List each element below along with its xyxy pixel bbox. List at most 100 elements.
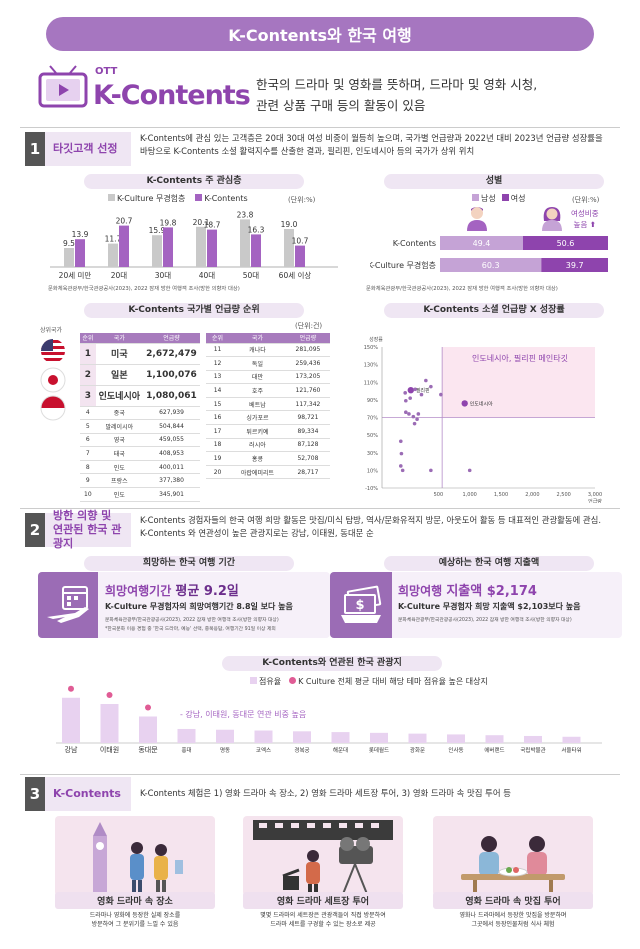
legend-b: K-Contents bbox=[195, 194, 248, 203]
scatter-point bbox=[467, 468, 472, 473]
gender-stacked-chart: K-Contents 49.4 50.6 K-Culture 무경험층 60.3 39.7 bbox=[370, 236, 608, 272]
period-title: 희망하는 한국 여행 기간 bbox=[84, 556, 294, 571]
desc-line: 드라마 세트를 구경할 수 있는 장소로 제공 bbox=[270, 921, 376, 928]
column-header: 언급량 bbox=[142, 333, 200, 344]
data-label: 16.3 bbox=[248, 225, 265, 234]
data-label: 13.9 bbox=[72, 230, 89, 239]
tick-label: 50대 bbox=[243, 271, 260, 280]
table-cell: 12 bbox=[206, 356, 230, 371]
y-tick-label: 10% bbox=[367, 468, 378, 474]
desc-line: 드라마나 영화에 등장한 실제 장소를 bbox=[89, 912, 181, 919]
card-1-title: 영화 드라마 속 장소 bbox=[55, 892, 215, 909]
spend-src: 문화체육관광부/한국관광공사(2023), 2022 잠재 방한 여행객 조사(… bbox=[398, 618, 572, 623]
highlight-dot bbox=[145, 704, 151, 711]
age-chart-source: 문화체육관광부/한국관광공사(2023), 2022 잠재 방한 여행객 조사(… bbox=[48, 286, 240, 292]
y-tick-label: 130% bbox=[364, 363, 379, 369]
hero-line1: 한국의 드라마 및 영화를 뜻하며, 드라마 및 영화 시청, bbox=[256, 77, 538, 92]
callout-line: 높음 ⬆ bbox=[571, 220, 599, 231]
table-cell: 121,760 bbox=[285, 383, 330, 398]
scatter-point bbox=[407, 412, 411, 416]
scatter-point bbox=[412, 421, 417, 426]
table-row: 6 영국 459,055 bbox=[80, 433, 200, 448]
table-cell: 408,953 bbox=[142, 446, 200, 461]
desc-line: 그곳에서 등장인물처럼 식사 체험 bbox=[471, 921, 555, 928]
table-cell: 28,717 bbox=[285, 465, 330, 480]
flag-indonesia-icon bbox=[40, 395, 66, 425]
highlight-dot bbox=[106, 692, 113, 698]
hero-brand: K-Contents bbox=[93, 80, 251, 111]
bar bbox=[293, 731, 311, 743]
data-label: 39.7 bbox=[566, 261, 584, 270]
table-row: 11 캐나다 281,095 bbox=[206, 343, 330, 358]
section-2-tag: 방한 의향 및 연관된 한국 관광지 bbox=[45, 509, 131, 550]
scatter-point bbox=[424, 378, 428, 383]
table-cell: 2,672,479 bbox=[142, 343, 200, 365]
card-1-desc: 드라마나 영화에 등장한 실제 장소를 방문하여 그 분위기를 느낄 수 있음 bbox=[55, 911, 215, 929]
table-cell: 프랑스 bbox=[95, 473, 143, 489]
table-cell: 호주 bbox=[229, 383, 286, 398]
scatter-point bbox=[416, 412, 421, 416]
bar bbox=[447, 734, 465, 743]
card-restaurant-tour bbox=[433, 816, 593, 896]
tick-label: 코엑스 bbox=[256, 747, 271, 754]
spend-title: 예상하는 한국 여행 지출액 bbox=[384, 556, 594, 571]
tick-label: 20대 bbox=[111, 271, 128, 280]
desc-line: K-Contents 와 연관성이 높은 관광지로는 강남, 이태원, 동대문 … bbox=[140, 527, 374, 538]
x-tick-label: 1,500 bbox=[494, 492, 508, 498]
bar bbox=[177, 728, 196, 743]
table-header: 순위 국가 언급량 bbox=[206, 333, 330, 344]
tick-label: 국립박물관 bbox=[520, 746, 545, 754]
table-cell: 98,721 bbox=[285, 410, 330, 426]
category-label: K-Culture 무경험층 bbox=[370, 260, 436, 270]
scatter-point bbox=[413, 387, 418, 392]
scatter-point bbox=[411, 414, 416, 419]
tick-label: 서울타워 bbox=[561, 746, 581, 754]
tick-label: 광화문 bbox=[410, 747, 425, 754]
scatter-point bbox=[429, 384, 433, 389]
gender-chart-unit: (단위:%) bbox=[572, 196, 600, 204]
legend-male: 남성 bbox=[472, 193, 496, 204]
card-set-tour bbox=[243, 816, 403, 896]
scatter-point bbox=[439, 392, 443, 397]
highlight-dot bbox=[68, 685, 74, 692]
headline-b: 평균 9.2일 bbox=[175, 584, 239, 599]
data-label: 50.6 bbox=[557, 239, 575, 248]
column-header: 국가 bbox=[229, 333, 286, 344]
bar bbox=[64, 248, 74, 267]
legend-female: 여성 bbox=[501, 193, 525, 204]
rank-side-label: 상위국가 bbox=[40, 327, 63, 334]
period-src: 문화체육관광부/한국관광공사(2023), 2022 잠재 방한 여행객 조사(… bbox=[105, 618, 279, 623]
bar bbox=[163, 227, 173, 267]
table-cell: 11 bbox=[206, 343, 230, 358]
tick-label: 40대 bbox=[199, 271, 216, 280]
tick-label: 강남 bbox=[65, 745, 78, 754]
up-arrow-icon: ⬆ bbox=[589, 219, 597, 229]
spots-title: K-Contents와 연관된 한국 관광지 bbox=[222, 656, 442, 671]
table-row: 3 인도네시아 1,080,061 bbox=[80, 385, 200, 407]
flag-japan-icon bbox=[40, 367, 66, 397]
divider bbox=[20, 127, 620, 128]
tick-label: 홍대 bbox=[181, 746, 191, 754]
bar bbox=[152, 235, 162, 267]
data-label: 18.7 bbox=[204, 221, 221, 230]
card-2-title: 영화 드라마 세트장 투어 bbox=[243, 892, 403, 909]
table-cell: 14 bbox=[206, 383, 230, 398]
section-1-tag: 타깃고객 선정 bbox=[45, 132, 131, 166]
bar bbox=[295, 245, 305, 267]
card-3-title: 영화 드라마 속 맛집 투어 bbox=[433, 892, 593, 909]
table-cell: 4 bbox=[80, 406, 96, 421]
legend-male-label: 남성 bbox=[481, 194, 496, 203]
table-cell: 베트남 bbox=[229, 397, 286, 412]
tick-label: 경복궁 bbox=[294, 747, 309, 754]
table-row: 14 호주 121,760 bbox=[206, 383, 330, 398]
table-cell: 117,342 bbox=[285, 397, 330, 412]
x-tick-label: 500 bbox=[434, 492, 444, 498]
table-row: 10 인도 345,901 bbox=[80, 487, 200, 502]
scatter-point bbox=[404, 410, 408, 415]
table-cell: 7 bbox=[80, 446, 96, 461]
female-person-icon bbox=[540, 205, 564, 235]
legend-share-label: 점유율 bbox=[259, 677, 282, 686]
scatter-annotation: 인도네시아, 필리핀 메인타깃 bbox=[472, 353, 568, 363]
table-cell: 504,844 bbox=[142, 419, 200, 434]
female-callout: 여성비중 높음 ⬆ bbox=[571, 209, 599, 230]
